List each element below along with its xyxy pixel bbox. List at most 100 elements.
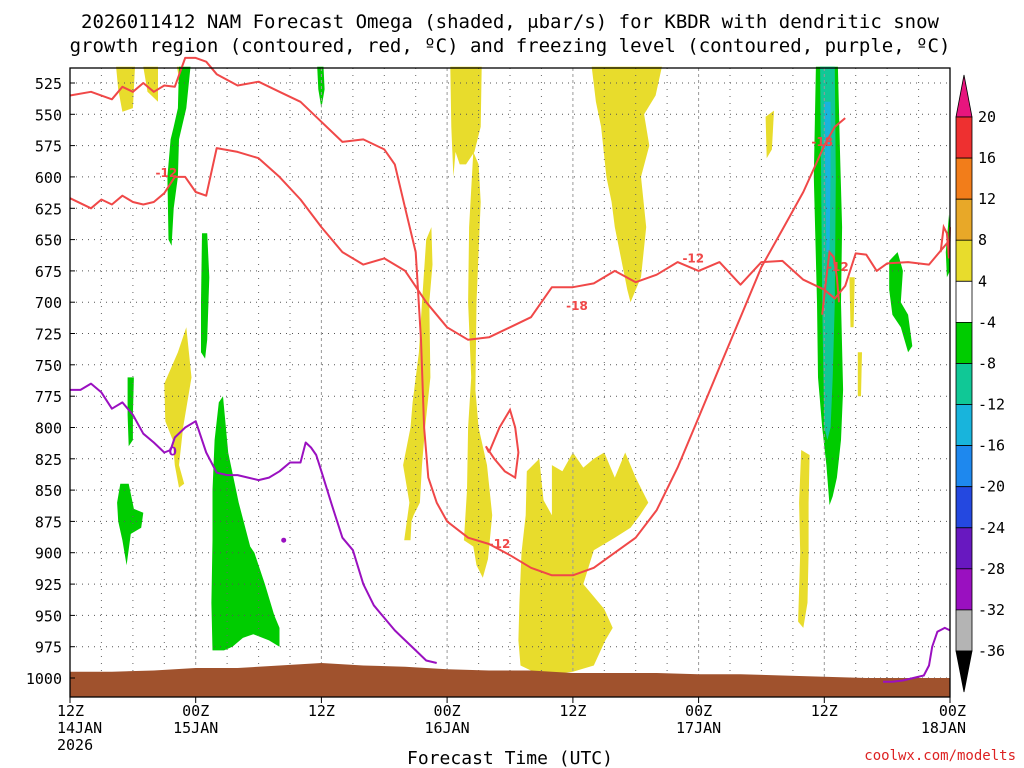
x-tick-label: 00Z (182, 702, 209, 720)
dgz-contour-segment (939, 223, 951, 259)
colorbar-top-arrow (955, 74, 973, 118)
y-tick-label: 625 (35, 200, 62, 218)
colorbar-segment (955, 568, 973, 611)
contour-label: -12 (156, 166, 178, 180)
omega-patch-yellow (798, 450, 810, 628)
y-tick-label: 525 (35, 75, 62, 93)
contour-label: -18 (566, 299, 588, 313)
contour-label: 0 (169, 444, 177, 458)
colorbar-segment (955, 198, 973, 241)
omega-patch-yellow (450, 66, 482, 177)
colorbar-segment (955, 609, 973, 652)
colorbar-level-label: -24 (978, 519, 1005, 537)
y-tick-label: 600 (35, 169, 62, 187)
x-tick-label: 12Z (559, 702, 586, 720)
omega-patch-yellow (849, 277, 855, 328)
colorbar-segment (955, 445, 973, 488)
chart-title-line-1: 2026011412 NAM Forecast Omega (shaded, μ… (81, 11, 939, 33)
y-tick-label: 575 (35, 138, 62, 156)
omega-patch-yellow (765, 110, 774, 159)
omega-patch-green (211, 396, 280, 651)
y-tick-label: 1000 (26, 670, 62, 688)
colorbar-segment (955, 404, 973, 446)
terrain-polygon (70, 663, 950, 697)
freezing-level-line (883, 626, 951, 683)
colorbar-level-label: -16 (978, 437, 1005, 455)
x-tick-label: 15JAN (173, 719, 218, 737)
y-tick-label: 725 (35, 326, 62, 344)
y-tick-label: 550 (35, 106, 62, 124)
terrain-fill (70, 663, 950, 697)
x-tick-label: 00Z (685, 702, 712, 720)
colorbar-segment (955, 239, 973, 282)
y-tick-label: 975 (35, 639, 62, 657)
y-tick-label: 950 (35, 607, 62, 625)
omega-patch-yellow (164, 327, 192, 488)
colorbar-level-label: 12 (978, 190, 996, 208)
x-tick-label: 00Z (434, 702, 461, 720)
freezing-level-dot (281, 537, 287, 543)
x-tick-label: 2026 (57, 736, 93, 754)
credit-text: coolwx.com/modelts (864, 748, 1016, 764)
omega-patch-yellow (591, 66, 662, 303)
x-tick-label: 12Z (308, 702, 335, 720)
x-axis-label: Forecast Time (UTC) (407, 748, 613, 768)
colorbar-level-label: 8 (978, 231, 987, 249)
dgz-contour-line (69, 147, 951, 341)
plot-frame (69, 67, 951, 698)
dgz-contour-line (69, 56, 846, 577)
colorbar-segment (955, 486, 973, 529)
colorbar-level-label: 20 (978, 108, 996, 126)
contour-label: -12 (682, 251, 704, 265)
y-axis-ticks: 525 550 575 600 625 650 675 700 725 750 775 800 825 8… (26, 75, 75, 688)
y-tick-label: 850 (35, 482, 62, 500)
colorbar-level-label: 4 (978, 272, 987, 290)
omega-patch-yellow (143, 66, 158, 102)
x-tick-label: 12Z (57, 702, 84, 720)
x-tick-label: 12Z (811, 702, 838, 720)
dgz-contour-segment (821, 249, 840, 315)
y-tick-label: 750 (35, 357, 62, 375)
omega-patch-green (201, 233, 210, 359)
y-tick-label: 700 (35, 294, 62, 312)
colorbar-segment (955, 157, 973, 200)
omega-patch-green (117, 483, 144, 566)
omega-patch-cyan (824, 101, 831, 253)
x-tick-label: 17JAN (676, 719, 721, 737)
x-tick-label: 16JAN (425, 719, 470, 737)
colorbar: 20 16 12 8 4 -4 -8 -12 -16 -20 -24 -28 -32 -36 (955, 74, 1005, 693)
colorbar-segment (955, 363, 973, 405)
contour-label: -18 (811, 135, 833, 149)
colorbar-level-label: -32 (978, 601, 1005, 619)
y-tick-label: 775 (35, 388, 62, 406)
dgz-contour-loop (485, 407, 520, 480)
colorbar-level-label: -8 (978, 355, 996, 373)
y-tick-label: 825 (35, 451, 62, 469)
omega-patch-yellow (857, 352, 862, 397)
omega-patch-yellow (518, 452, 649, 676)
y-tick-label: 800 (35, 420, 62, 438)
freezing-level-line (70, 382, 437, 664)
y-tick-label: 675 (35, 263, 62, 281)
colorbar-segment (955, 527, 973, 570)
colorbar-level-label: -12 (978, 396, 1005, 414)
y-tick-label: 925 (35, 576, 62, 594)
y-tick-label: 900 (35, 545, 62, 563)
omega-patch-green (167, 66, 191, 246)
colorbar-level-label: -36 (978, 642, 1005, 660)
colorbar-segment (955, 321, 973, 364)
omega-patch-yellow (403, 227, 433, 541)
y-tick-label: 650 (35, 232, 62, 250)
contour-label: -12 (827, 260, 849, 274)
colorbar-level-label: -20 (978, 478, 1005, 496)
colorbar-level-label: 16 (978, 149, 996, 167)
colorbar-level-label: -28 (978, 560, 1005, 578)
colorbar-segment (955, 280, 973, 323)
colorbar-level-label: -4 (978, 313, 996, 331)
chart-title-line-2: growth region (contoured, red, ºC) and f… (70, 35, 951, 57)
x-tick-label: 14JAN (57, 719, 102, 737)
grid-lines (70, 68, 950, 697)
contour-labels: -12 -18 -12 -12 -18 -12 0 (156, 135, 849, 551)
contours (69, 56, 951, 683)
